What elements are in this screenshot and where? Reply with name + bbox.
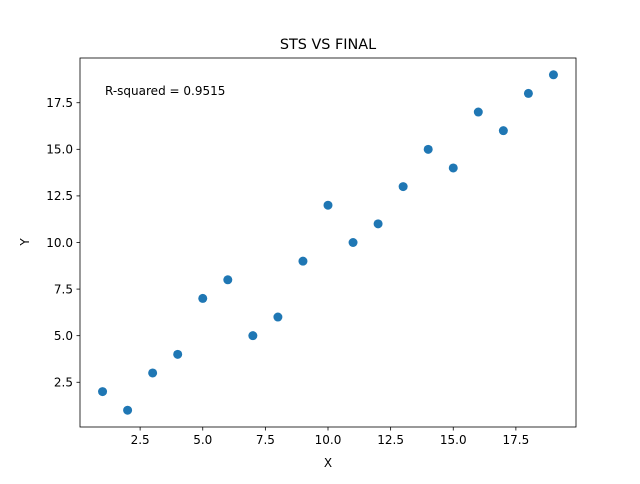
data-point	[473, 107, 483, 117]
data-point	[548, 70, 558, 80]
data-points	[98, 70, 558, 415]
data-point	[198, 293, 208, 303]
x-tick-label: 7.5	[256, 433, 275, 447]
y-axis-label: Y	[18, 238, 32, 247]
data-point	[498, 126, 508, 136]
x-axis-label: X	[324, 456, 332, 470]
data-point	[448, 163, 458, 173]
data-point	[323, 200, 333, 210]
x-tick-label: 2.5	[131, 433, 150, 447]
data-point	[373, 219, 383, 229]
x-tick-label: 12.5	[377, 433, 404, 447]
y-axis-ticks: 2.5 5.0 7.5 10.0 12.5 15.0 17.5	[46, 96, 80, 390]
y-tick-label: 15.0	[46, 143, 73, 157]
x-tick-label: 5.0	[193, 433, 212, 447]
data-point	[298, 256, 308, 266]
x-tick-label: 10.0	[315, 433, 342, 447]
r-squared-annotation: R-squared = 0.9515	[105, 84, 225, 98]
data-point	[148, 368, 158, 378]
chart-title: STS VS FINAL	[280, 37, 376, 53]
x-axis-ticks: 2.5 5.0 7.5 10.0 12.5 15.0 17.5	[131, 427, 530, 447]
y-tick-label: 2.5	[54, 376, 73, 390]
y-tick-label: 12.5	[46, 189, 73, 203]
data-point	[173, 349, 183, 359]
data-point	[98, 387, 108, 397]
data-point	[348, 238, 358, 247]
data-point	[523, 88, 533, 98]
y-tick-label: 10.0	[46, 236, 73, 250]
x-tick-label: 17.5	[503, 433, 530, 447]
data-point	[248, 331, 258, 341]
data-point	[423, 144, 433, 154]
data-point	[398, 182, 408, 192]
data-point	[223, 275, 233, 285]
y-tick-label: 7.5	[54, 282, 73, 296]
data-point	[273, 312, 283, 322]
x-tick-label: 15.0	[440, 433, 467, 447]
data-point	[123, 405, 133, 415]
y-tick-label: 5.0	[54, 329, 73, 343]
y-tick-label: 17.5	[46, 96, 73, 110]
plot-area-frame	[79, 57, 577, 428]
